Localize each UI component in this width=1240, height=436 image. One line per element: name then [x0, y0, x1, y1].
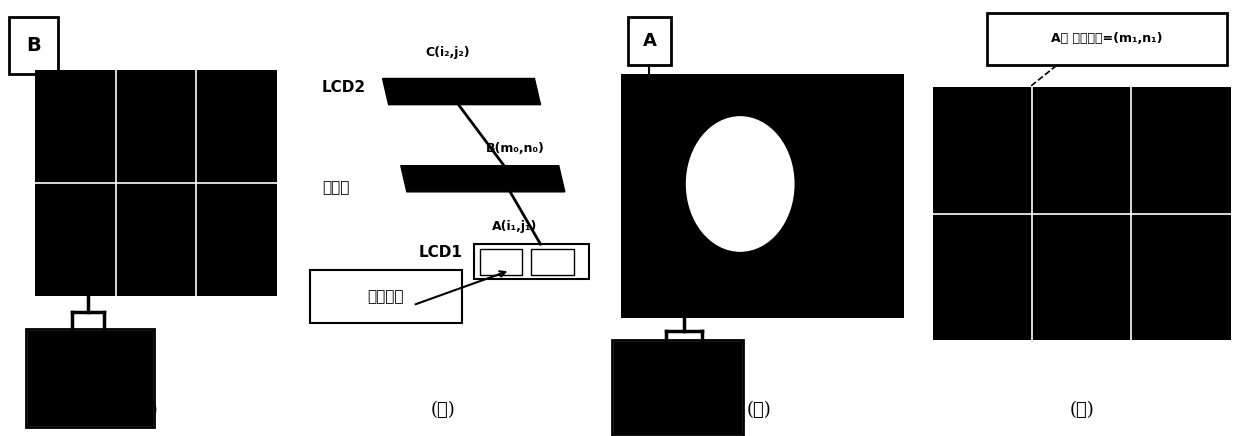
- Bar: [611, 340, 743, 436]
- Bar: [627, 17, 671, 65]
- Text: (ｂ): (ｂ): [432, 401, 455, 419]
- Text: LCD2: LCD2: [321, 80, 366, 95]
- Text: (ｄ): (ｄ): [1070, 401, 1094, 419]
- Ellipse shape: [687, 117, 794, 251]
- Bar: [474, 244, 589, 279]
- Text: A: A: [642, 32, 656, 51]
- Bar: [26, 329, 155, 427]
- Polygon shape: [382, 78, 541, 105]
- Bar: [9, 17, 58, 74]
- Text: C(i₂,j₂): C(i₂,j₂): [425, 46, 470, 59]
- Bar: [35, 70, 277, 296]
- Polygon shape: [401, 166, 564, 192]
- Bar: [26, 329, 155, 427]
- Text: (ｃ): (ｃ): [748, 401, 771, 419]
- Text: B(m₀,n₀): B(m₀,n₀): [486, 142, 544, 155]
- Bar: [987, 13, 1228, 65]
- Bar: [532, 249, 574, 275]
- Bar: [480, 249, 522, 275]
- Text: (ａ): (ａ): [134, 401, 157, 419]
- Text: 基准面: 基准面: [321, 180, 350, 195]
- Text: A， 像素索引=(m₁,n₁): A， 像素索引=(m₁,n₁): [1052, 32, 1163, 45]
- Text: B: B: [26, 36, 41, 55]
- Bar: [934, 87, 1230, 340]
- Text: LCD1: LCD1: [419, 245, 463, 260]
- Bar: [611, 340, 743, 436]
- Bar: [310, 270, 461, 323]
- Text: 采样单元: 采样单元: [367, 289, 404, 304]
- Text: A(i₁,j₁): A(i₁,j₁): [492, 220, 537, 233]
- Bar: [621, 74, 904, 318]
